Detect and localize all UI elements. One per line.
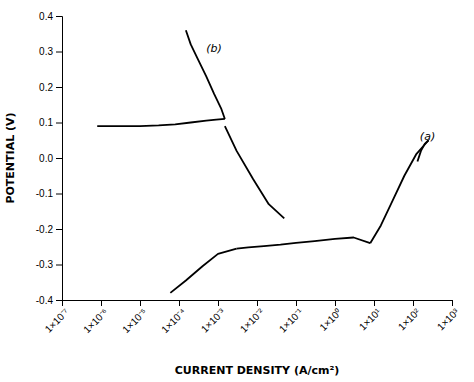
y-tick-label: -0.2 — [36, 224, 54, 235]
x-tick-mark — [335, 300, 336, 306]
y-tick: 0.1 — [39, 117, 62, 128]
x-tick: 1×10¹ — [357, 300, 384, 332]
x-tick: 1×10⁻² — [238, 300, 267, 335]
y-tick-mark — [56, 300, 62, 301]
x-tick-label: 1×10⁻³ — [199, 306, 228, 335]
y-tick-mark — [56, 158, 62, 159]
x-tick: 1×10⁻⁶ — [81, 300, 110, 335]
curve — [370, 140, 428, 243]
x-tick-label: 1×10² — [396, 306, 423, 333]
y-tick-mark — [56, 265, 62, 266]
y-axis-title: POTENTIAL (V) — [4, 112, 17, 203]
annotations: (b) (a) — [206, 42, 435, 144]
x-tick-label: 1×10⁻⁷ — [43, 306, 72, 335]
annotation: (b) — [206, 42, 222, 55]
y-tick-label: 0.2 — [39, 82, 53, 93]
y-tick-mark — [56, 16, 62, 17]
x-tick-label: 1×10¹ — [357, 306, 384, 333]
x-tick-mark — [140, 300, 141, 306]
y-tick-label: -0.1 — [36, 188, 54, 199]
y-tick-label: 0.0 — [39, 153, 53, 164]
x-tick-mark — [413, 300, 414, 306]
x-axis-title: CURRENT DENSITY (A/cm²) — [175, 364, 340, 377]
x-tick-label: 1×10⁻² — [238, 306, 267, 335]
x-tick-label: 1×10⁻⁶ — [81, 306, 110, 335]
x-tick: 1×10⁻¹ — [277, 300, 306, 335]
curve — [237, 238, 371, 249]
curve — [170, 249, 236, 293]
curve — [417, 140, 428, 161]
y-tick: -0.3 — [36, 259, 62, 270]
y-tick-mark — [56, 123, 62, 124]
y-tick-mark — [56, 52, 62, 53]
x-tick-mark — [296, 300, 297, 306]
y-axis-line — [56, 17, 63, 301]
curve — [186, 30, 225, 119]
y-tick: -0.4 — [36, 295, 62, 306]
y-tick: 0.3 — [39, 46, 62, 57]
x-tick: 1×10⁻⁴ — [159, 300, 188, 335]
x-tick-mark — [257, 300, 258, 306]
x-tick-mark — [179, 300, 180, 306]
x-tick-mark — [218, 300, 219, 306]
y-tick-label: 0.4 — [39, 11, 53, 22]
x-tick-label: 1×10⁰ — [317, 306, 344, 333]
chart: 1×10⁻⁷ 1×10⁻⁶ 1×10⁻⁵ 1×10⁻⁴ 1×10⁻³ 1×10⁻² 1×10… — [0, 0, 474, 382]
x-tick-mark — [374, 300, 375, 306]
y-tick-mark — [56, 87, 62, 88]
lines — [97, 30, 428, 293]
y-tick: -0.2 — [36, 224, 62, 235]
x-tick: 1×10² — [396, 300, 423, 332]
x-tick-label: 1×10⁻¹ — [277, 306, 306, 335]
x-tick-mark — [452, 300, 453, 306]
x-axis: 1×10⁻⁷ 1×10⁻⁶ 1×10⁻⁵ 1×10⁻⁴ 1×10⁻³ 1×10⁻² 1×10… — [43, 300, 462, 335]
x-tick-label: 1×10³ — [435, 306, 462, 333]
x-tick: 1×10⁰ — [317, 300, 344, 333]
plot-area: 1×10⁻⁷ 1×10⁻⁶ 1×10⁻⁵ 1×10⁻⁴ 1×10⁻³ 1×10⁻² 1×10… — [36, 11, 462, 336]
x-tick: 1×10³ — [435, 300, 462, 332]
y-tick-label: -0.3 — [36, 259, 54, 270]
curve — [140, 119, 225, 126]
y-tick-mark — [56, 229, 62, 230]
x-axis-line — [63, 301, 453, 307]
y-tick: 0.2 — [39, 82, 62, 93]
y-tick: -0.1 — [36, 188, 62, 199]
y-tick-label: -0.4 — [36, 295, 54, 306]
curve — [225, 126, 284, 218]
x-tick-label: 1×10⁻⁴ — [159, 306, 188, 335]
y-tick: 0.4 — [39, 11, 62, 22]
y-tick-label: 0.1 — [39, 117, 53, 128]
y-tick-label: 0.3 — [39, 46, 53, 57]
x-tick: 1×10⁻⁵ — [120, 300, 149, 335]
x-tick: 1×10⁻³ — [199, 300, 228, 335]
x-tick-label: 1×10⁻⁵ — [120, 306, 149, 335]
y-axis: -0.4 -0.3 -0.2 -0.1 0.0 0.1 0.2 0.3 0.4 — [36, 11, 63, 306]
x-tick-mark — [101, 300, 102, 306]
y-tick: 0.0 — [39, 153, 62, 164]
annotation: (a) — [420, 130, 435, 143]
curve — [97, 125, 140, 127]
y-tick-mark — [56, 194, 62, 195]
